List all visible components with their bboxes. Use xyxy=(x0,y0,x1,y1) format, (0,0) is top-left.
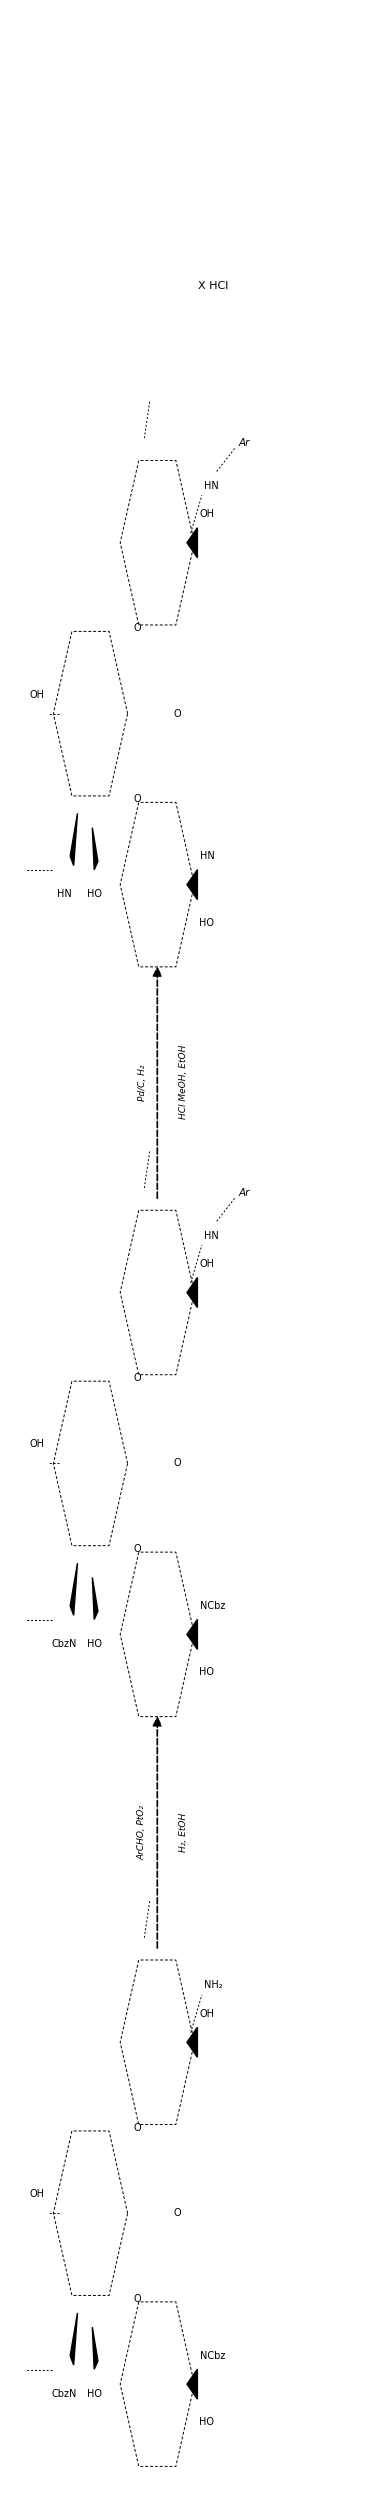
Text: O: O xyxy=(133,623,141,633)
Text: NCbz: NCbz xyxy=(200,1601,226,1611)
Text: NH₂: NH₂ xyxy=(204,1979,222,1989)
Polygon shape xyxy=(187,2027,197,2057)
Text: OH: OH xyxy=(29,691,44,701)
Text: HN: HN xyxy=(57,888,72,898)
Polygon shape xyxy=(187,528,197,558)
Text: HO: HO xyxy=(199,918,214,928)
Text: HN: HN xyxy=(204,480,218,490)
Text: O: O xyxy=(174,1459,181,1469)
Polygon shape xyxy=(92,828,98,871)
Text: HO: HO xyxy=(199,1666,214,1676)
Text: ArCHO, PtO₂: ArCHO, PtO₂ xyxy=(138,1804,147,1859)
Text: HO: HO xyxy=(87,2389,102,2399)
Polygon shape xyxy=(70,1564,77,1616)
Polygon shape xyxy=(70,2312,77,2364)
Text: X HCl: X HCl xyxy=(198,280,228,290)
Text: OH: OH xyxy=(200,1259,215,1269)
Text: OH: OH xyxy=(200,2009,215,2019)
Text: O: O xyxy=(133,1544,141,1554)
Text: CbzN: CbzN xyxy=(52,1639,77,1649)
Polygon shape xyxy=(92,2327,98,2369)
Text: HO: HO xyxy=(87,1639,102,1649)
Text: O: O xyxy=(133,2294,141,2304)
Text: O: O xyxy=(133,2122,141,2132)
Text: HN: HN xyxy=(200,851,215,861)
Text: OH: OH xyxy=(29,1439,44,1449)
Text: Pd/C, H₂: Pd/C, H₂ xyxy=(138,1063,147,1101)
Polygon shape xyxy=(70,813,77,866)
Polygon shape xyxy=(92,1576,98,1619)
Text: NCbz: NCbz xyxy=(200,2352,226,2362)
Polygon shape xyxy=(187,1279,197,1309)
Polygon shape xyxy=(187,1619,197,1649)
Text: OH: OH xyxy=(29,2189,44,2199)
Text: HO: HO xyxy=(87,888,102,898)
Text: HCl MeOH, EtOH: HCl MeOH, EtOH xyxy=(179,1046,188,1118)
Text: OH: OH xyxy=(200,510,215,520)
Text: Ar: Ar xyxy=(239,1188,250,1198)
Text: H₂, EtOH: H₂, EtOH xyxy=(179,1811,188,1851)
Text: HO: HO xyxy=(199,2417,214,2427)
Text: Ar: Ar xyxy=(239,438,250,448)
Text: O: O xyxy=(133,793,141,803)
Polygon shape xyxy=(187,2369,197,2399)
Polygon shape xyxy=(187,871,197,901)
Text: CbzN: CbzN xyxy=(52,2389,77,2399)
Text: HN: HN xyxy=(204,1231,218,1241)
Text: O: O xyxy=(133,1374,141,1384)
Text: O: O xyxy=(174,708,181,718)
Text: O: O xyxy=(174,2209,181,2219)
